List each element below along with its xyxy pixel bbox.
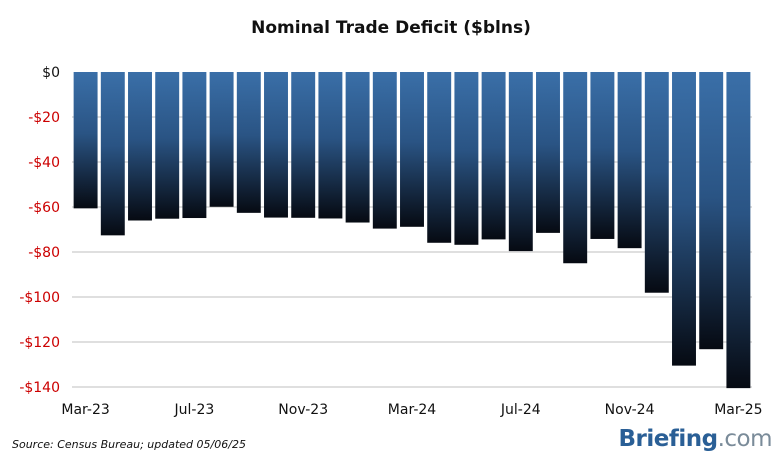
- brand-name: Briefing: [618, 426, 718, 452]
- chart-title: Nominal Trade Deficit ($blns): [251, 18, 531, 38]
- x-tick-label: Jul-23: [174, 402, 215, 418]
- x-tick-label: Mar-23: [61, 402, 109, 418]
- briefing-logo: Briefing.com: [618, 426, 772, 452]
- bar-nov-23: [291, 72, 316, 218]
- x-tick-label: Mar-24: [388, 402, 436, 418]
- bar-may-23: [128, 72, 152, 221]
- bar-feb-25: [699, 72, 724, 350]
- y-tick-label: -$100: [19, 290, 60, 306]
- bar-dec-24: [644, 72, 669, 293]
- y-tick-label: -$120: [19, 335, 60, 351]
- bar-apr-23: [100, 72, 125, 236]
- x-tick-label: Nov-23: [278, 402, 328, 418]
- bar-oct-23: [264, 72, 288, 218]
- source-note: Source: Census Bureau; updated 05/06/25: [12, 438, 246, 451]
- bar-oct-24: [590, 72, 615, 239]
- bar-sep-24: [563, 72, 588, 264]
- bar-mar-24: [400, 72, 424, 227]
- bar-jan-25: [672, 72, 696, 366]
- bar-feb-24: [372, 72, 397, 229]
- x-tick-label: Nov-24: [605, 402, 655, 418]
- bar-dec-23: [318, 72, 343, 219]
- y-tick-label: -$60: [28, 200, 60, 216]
- bar-jun-24: [481, 72, 506, 240]
- bar-jun-23: [155, 72, 180, 219]
- y-tick-label: -$80: [28, 245, 60, 261]
- x-tick-label: Jul-24: [500, 402, 541, 418]
- bar-mar-25: [726, 72, 751, 389]
- bar-mar-23: [73, 72, 98, 209]
- brand-domain: .com: [717, 426, 773, 452]
- bar-apr-24: [427, 72, 452, 243]
- bar-aug-24: [536, 72, 560, 233]
- y-tick-label: -$40: [28, 155, 60, 171]
- y-tick-label: $0: [42, 65, 60, 81]
- bar-jul-24: [508, 72, 533, 252]
- bar-jul-23: [182, 72, 207, 219]
- bar-aug-23: [209, 72, 234, 207]
- y-tick-label: -$20: [28, 110, 60, 126]
- y-tick-label: -$140: [19, 380, 60, 396]
- bar-may-24: [454, 72, 479, 245]
- bar-nov-24: [617, 72, 642, 249]
- x-tick-label: Mar-25: [714, 402, 762, 418]
- bar-jan-24: [345, 72, 370, 223]
- bar-sep-23: [236, 72, 261, 213]
